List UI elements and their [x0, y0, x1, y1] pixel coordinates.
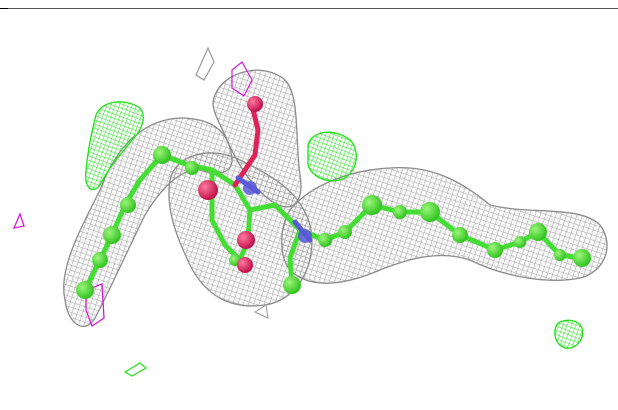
negative-density-blobs — [12, 61, 253, 327]
nitrogen-atoms — [243, 181, 312, 243]
carbon-atoms — [76, 146, 591, 299]
top-divider-tick — [0, 8, 8, 9]
oxygen-atoms — [198, 96, 263, 273]
density-mesh — [63, 46, 608, 328]
top-divider — [0, 8, 618, 9]
positive-density-blobs — [85, 101, 584, 377]
